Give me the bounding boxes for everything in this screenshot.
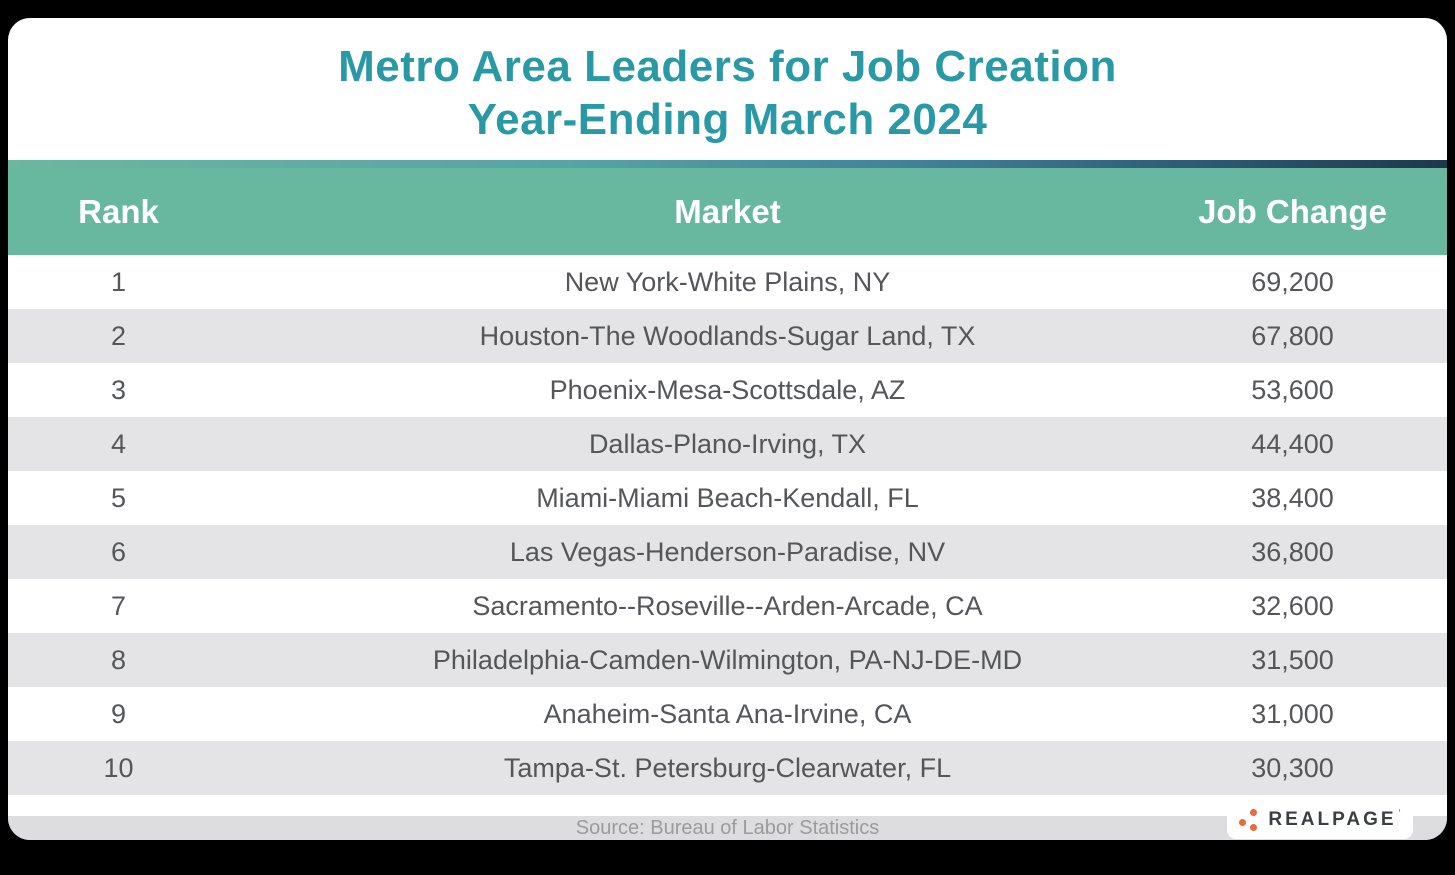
job-change-cell: 31,000 <box>1251 698 1334 729</box>
market-cell: Houston-The Woodlands-Sugar Land, TX <box>479 320 976 351</box>
table-body: 1 New York-White Plains, NY 69,200 2 Houston… <box>8 255 1447 795</box>
page-title-line-2: Year-Ending March 2024 <box>467 95 988 144</box>
title-block: Metro Area Leaders for Job Creation Year… <box>8 18 1447 160</box>
column-header-market: Market <box>674 192 781 230</box>
infographic-card: Metro Area Leaders for Job Creation Year… <box>8 18 1447 840</box>
rank-cell: 7 <box>110 590 127 621</box>
table-row: 1 New York-White Plains, NY 69,200 <box>8 255 1447 309</box>
table-row: 8 Philadelphia-Camden-Wilmington, PA-NJ-D… <box>8 633 1447 687</box>
rank-cell: 4 <box>110 428 127 459</box>
job-change-cell: 53,600 <box>1251 374 1334 405</box>
market-cell: Tampa-St. Petersburg-Clearwater, FL <box>503 752 952 783</box>
rank-cell: 2 <box>110 320 127 351</box>
table-row: 9 Anaheim-Santa Ana-Irvine, CA 31,000 <box>8 687 1447 741</box>
job-change-cell: 67,800 <box>1251 320 1334 351</box>
rank-cell: 5 <box>110 482 127 513</box>
column-header-rank: Rank <box>78 192 159 230</box>
job-change-cell: 31,500 <box>1251 644 1334 675</box>
realpage-logo-text: REALPAGE <box>1268 808 1397 830</box>
realpage-logo: REALPAGE ’ <box>1227 800 1413 839</box>
market-cell: Las Vegas-Henderson-Paradise, NV <box>509 536 946 567</box>
job-change-cell: 44,400 <box>1251 428 1334 459</box>
job-change-cell: 69,200 <box>1251 266 1334 297</box>
table-row: 2 Houston-The Woodlands-Sugar Land, TX 67,… <box>8 309 1447 363</box>
realpage-dots-icon <box>1239 808 1261 832</box>
market-cell: Phoenix-Mesa-Scottsdale, AZ <box>549 374 906 405</box>
accent-gradient-bar <box>8 160 1447 168</box>
page-title-line-1: Metro Area Leaders for Job Creation <box>338 42 1117 91</box>
market-cell: New York-White Plains, NY <box>564 266 891 297</box>
footer-bar: Source: Bureau of Labor Statistics <box>8 816 1447 840</box>
rank-cell: 3 <box>110 374 127 405</box>
table-row: 7 Sacramento--Roseville--Arden-Arcade, CA… <box>8 579 1447 633</box>
rank-cell: 6 <box>110 536 127 567</box>
table-row: 5 Miami-Miami Beach-Kendall, FL 38,400 <box>8 471 1447 525</box>
table-header-row: Rank Market Job Change <box>8 168 1447 255</box>
market-cell: Dallas-Plano-Irving, TX <box>588 428 867 459</box>
table-row: 4 Dallas-Plano-Irving, TX 44,400 <box>8 417 1447 471</box>
column-header-job-change: Job Change <box>1198 192 1387 230</box>
rank-cell: 10 <box>103 752 134 783</box>
job-change-cell: 36,800 <box>1251 536 1334 567</box>
table-row: 10 Tampa-St. Petersburg-Clearwater, FL 30,… <box>8 741 1447 795</box>
market-cell: Miami-Miami Beach-Kendall, FL <box>536 482 919 513</box>
market-cell: Sacramento--Roseville--Arden-Arcade, CA <box>472 590 983 621</box>
market-cell: Anaheim-Santa Ana-Irvine, CA <box>543 698 912 729</box>
table-row: 6 Las Vegas-Henderson-Paradise, NV 36,800 <box>8 525 1447 579</box>
job-change-cell: 30,300 <box>1251 752 1334 783</box>
rank-cell: 1 <box>110 266 127 297</box>
rank-cell: 9 <box>110 698 127 729</box>
job-change-cell: 38,400 <box>1251 482 1334 513</box>
table-row: 3 Phoenix-Mesa-Scottsdale, AZ 53,600 <box>8 363 1447 417</box>
realpage-trademark: ’ <box>1398 808 1401 818</box>
job-change-cell: 32,600 <box>1251 590 1334 621</box>
rank-cell: 8 <box>110 644 127 675</box>
source-attribution: Source: Bureau of Labor Statistics <box>575 816 880 839</box>
market-cell: Philadelphia-Camden-Wilmington, PA-NJ-DE… <box>432 644 1023 675</box>
